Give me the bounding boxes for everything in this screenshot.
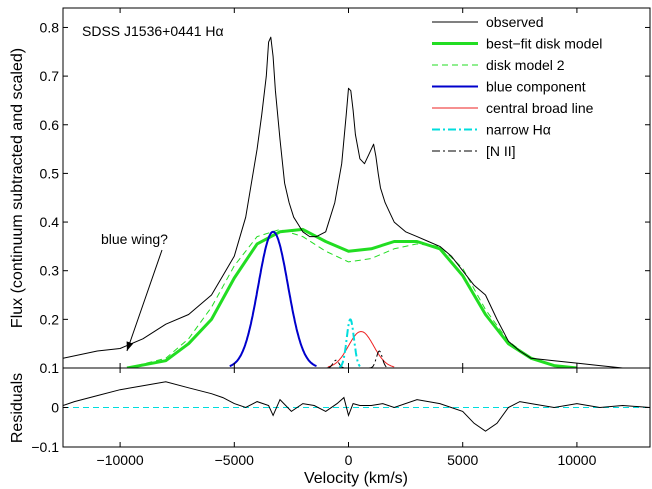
legend-label: narrow Hα xyxy=(486,122,551,138)
series-line-2 xyxy=(126,228,577,368)
x-tick-label: 10000 xyxy=(557,452,596,468)
bottom-panel: −0.1 0 xyxy=(31,367,651,455)
legend: observed best−fit disk model disk model 2 b… xyxy=(432,14,602,159)
legend-label: disk model 2 xyxy=(486,57,565,73)
y-tick-label-top: 0.4 xyxy=(40,214,60,230)
series-line-0 xyxy=(63,36,650,368)
legend-label: blue component xyxy=(486,79,586,95)
series-line-3 xyxy=(229,230,317,368)
y-tick-label-bottom: −0.1 xyxy=(31,439,59,455)
y-tick-label-top: 0.1 xyxy=(40,360,60,376)
x-axis-label: Velocity (km/s) xyxy=(304,470,408,487)
residual-line xyxy=(63,381,650,432)
series-line-5 xyxy=(338,318,361,368)
y-axis-label-top: Flux (continuum subtracted and scaled) xyxy=(9,48,26,328)
y-tick-label-top: 0.5 xyxy=(40,165,60,181)
y-tick-label-top: 0.8 xyxy=(40,19,60,35)
annotation-arrowhead xyxy=(126,341,134,351)
x-tick-label: −5000 xyxy=(215,452,255,468)
series-line-1 xyxy=(126,227,578,368)
y-tick-label-top: 0.7 xyxy=(40,68,60,84)
y-tick-label-top: 0.3 xyxy=(40,263,60,279)
annotation-arrow xyxy=(126,249,163,352)
legend-label: [N II] xyxy=(486,143,516,159)
annotation-label: blue wing? xyxy=(101,231,168,247)
y-tick-label-bottom: 0 xyxy=(51,400,59,416)
series-line-6 xyxy=(326,350,389,368)
series-line-4 xyxy=(327,331,395,368)
legend-label: observed xyxy=(486,14,544,30)
y-axis-label-bottom: Residuals xyxy=(9,373,26,443)
annotation: blue wing? xyxy=(101,231,168,352)
top-panel: 0.1 0.2 0.3 0.4 0.5 0.6 0.7 0.8 xyxy=(40,7,651,376)
x-tick-label: 0 xyxy=(345,452,353,468)
legend-label: best−fit disk model xyxy=(486,36,602,52)
legend-label: central broad line xyxy=(486,100,594,116)
y-tick-label-top: 0.6 xyxy=(40,117,60,133)
x-tick-label: −10000 xyxy=(97,452,144,468)
x-tick-label: 5000 xyxy=(447,452,478,468)
chart-title: SDSS J1536+0441 Hα xyxy=(82,23,224,39)
y-tick-label-top: 0.2 xyxy=(40,311,60,327)
